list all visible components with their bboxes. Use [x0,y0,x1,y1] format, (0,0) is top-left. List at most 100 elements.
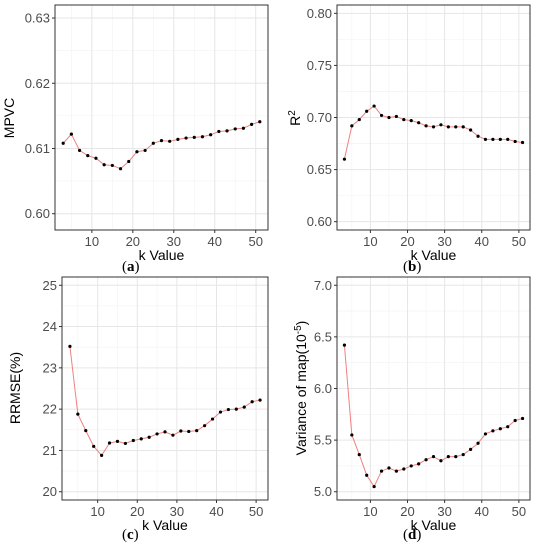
data-point [135,150,139,154]
data-point [394,469,398,473]
data-point [461,125,465,129]
data-point [446,125,450,129]
x-tick-label: 20 [400,504,414,519]
data-point [498,137,502,141]
y-tick-label: 25 [43,278,57,293]
y-axis-label: Variance of map(10-5) [293,321,310,456]
caption-c: (c) [122,527,139,543]
data-point [424,124,428,128]
x-tick-label: 10 [85,234,99,249]
data-point [225,129,229,133]
data-point [226,407,230,412]
data-point [498,427,502,431]
data-point [94,156,98,160]
y-tick-label: 0.60 [25,206,50,221]
data-point [439,123,443,127]
y-tick-label: 0.70 [307,110,332,125]
y-tick-label: 0.75 [307,58,332,73]
x-axis-label: k Value [139,247,185,263]
data-point [491,137,495,141]
data-point [131,438,135,443]
data-point [168,139,172,143]
data-point [250,400,254,404]
y-tick-label: 5.5 [314,433,332,448]
data-point [143,148,147,153]
x-tick-label: 20 [400,234,414,249]
y-tick-label: 20 [43,484,57,499]
data-point [86,154,90,158]
data-point [187,429,191,434]
data-point [424,458,428,462]
x-tick-label: 40 [208,234,222,249]
x-axis-label: k Value [142,517,188,533]
plot-border [61,276,269,501]
data-point [520,140,525,145]
data-point [233,127,237,131]
data-point [171,433,175,437]
x-tick-label: 50 [249,504,263,519]
y-axis-label: MPVC [1,98,17,138]
y-tick-label: 5.0 [314,484,332,499]
data-point [163,430,167,434]
data-point [61,141,65,145]
data-point [147,435,151,439]
data-point [357,117,361,122]
plot-border [54,4,269,231]
data-point [417,121,421,125]
data-point [446,455,450,459]
data-point [394,114,398,119]
data-point [350,124,354,128]
caption-d: (d) [403,527,422,543]
x-tick-label: 20 [130,504,144,519]
data-point [184,136,188,140]
x-tick-label: 50 [512,234,526,249]
data-point [155,432,159,436]
y-tick-label: 0.60 [307,214,332,229]
data-point [250,122,254,126]
data-point [203,424,207,428]
data-point [409,464,413,468]
data-point [218,410,223,414]
data-point [200,135,205,139]
data-point [402,467,406,471]
data-point [241,126,246,130]
x-axis-label: k Value [411,517,457,533]
data-point [469,128,473,132]
x-tick-label: 10 [90,504,104,519]
data-point [217,129,221,134]
data-point [520,416,525,421]
data-point [476,441,480,445]
data-point [506,137,510,141]
y-tick-label: 0.62 [25,76,50,91]
data-point [372,104,376,108]
x-tick-label: 30 [437,504,451,519]
data-point [68,344,72,348]
y-axis-label: R2 [287,110,304,126]
data-point [342,343,347,347]
y-tick-label: 0.80 [307,6,332,21]
data-point [379,113,384,118]
data-point [372,484,376,489]
data-point [476,134,480,138]
data-point [139,437,143,441]
data-point [159,139,164,143]
data-point [107,441,112,445]
y-tick-label: 21 [43,443,57,458]
x-tick-label: 20 [126,234,140,249]
data-point [491,429,495,433]
data-point [123,441,127,446]
caption-b: (b) [403,259,422,275]
data-point [483,137,488,141]
data-point [234,407,238,411]
y-tick-label: 6.0 [314,381,332,396]
data-point [242,405,246,409]
y-tick-label: 7.0 [314,278,332,293]
caption-a: (a) [122,259,140,275]
data-point [192,135,196,139]
data-point [439,459,443,463]
y-tick-label: 22 [43,402,57,417]
x-tick-label: 30 [170,504,184,519]
x-tick-label: 40 [475,234,489,249]
data-point [417,462,421,466]
